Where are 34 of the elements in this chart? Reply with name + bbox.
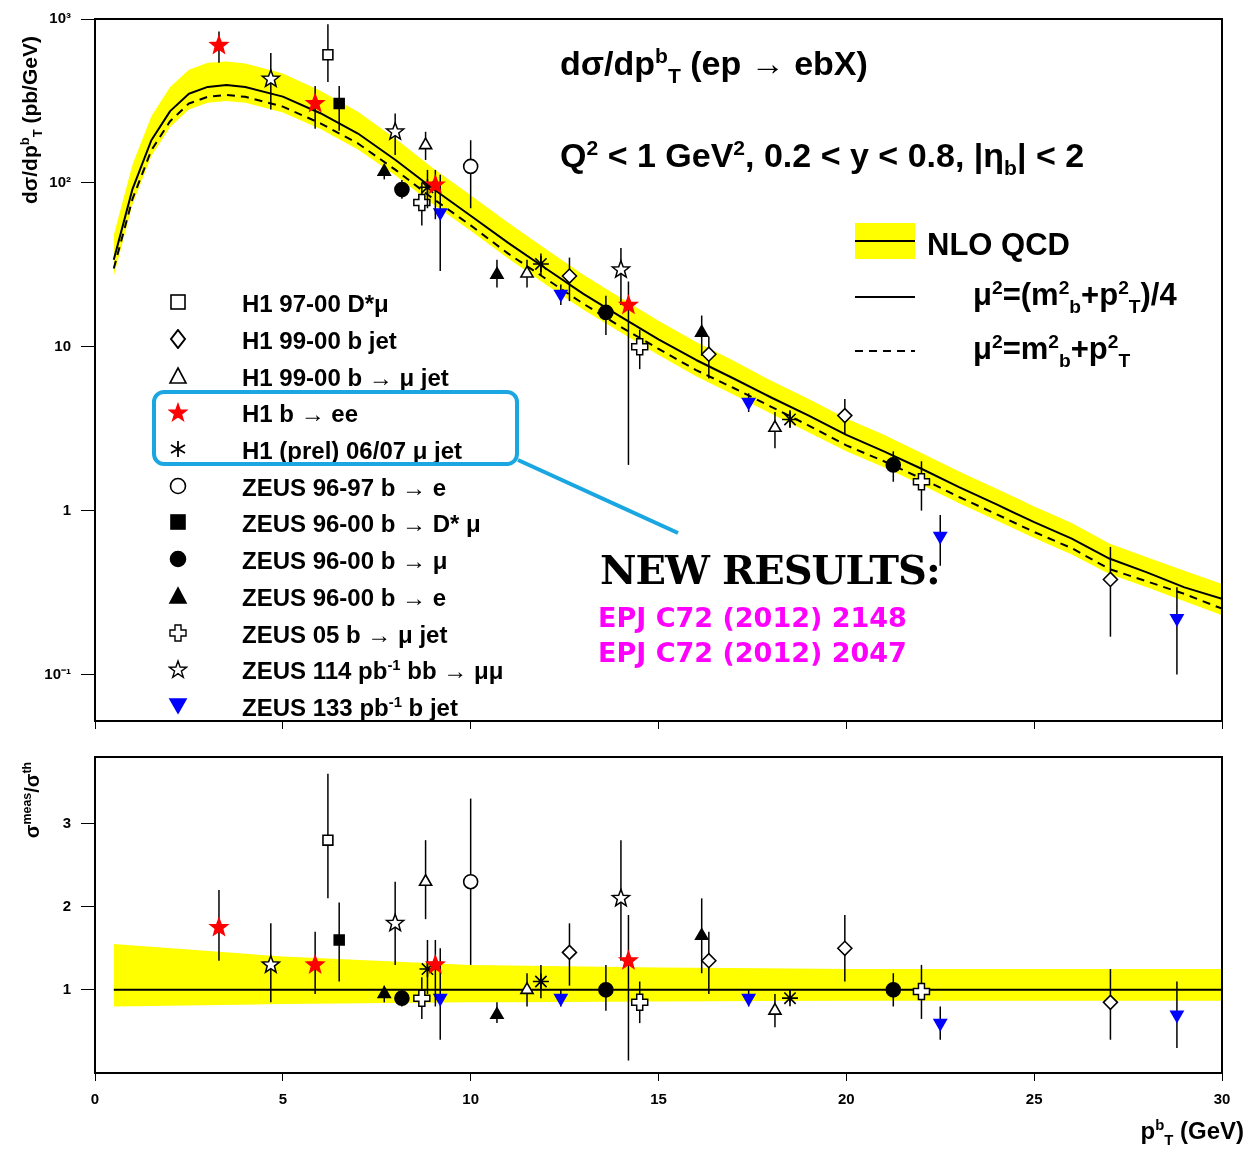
legend-label: ZEUS 96-97 b → e (242, 473, 447, 502)
legend-label: ZEUS 133 pb$^{-1}$ b jet (242, 693, 458, 722)
x-tick-label: 0 (90, 1090, 100, 1108)
y-tick-label: 10² (49, 173, 71, 191)
legend-label: H1 99-00 b → μ jet (242, 363, 449, 392)
x-tick-label: 30 (1213, 1090, 1231, 1108)
legend-label: H1 97-00 D*μ (242, 290, 389, 319)
y-tick-label: 10⁻¹ (44, 664, 71, 682)
y-tick-label: 10 (54, 336, 71, 354)
y-tick-label: 2 (62, 896, 71, 914)
x-tick-label: 15 (650, 1090, 667, 1108)
y-tick-label: 3 (62, 813, 71, 831)
x-tick-label: 25 (1025, 1090, 1043, 1108)
legend-title: NLO QCD (927, 227, 1070, 263)
x-axis-title: p$^{b}$$_{T}$ (GeV) (1140, 1117, 1244, 1149)
legend-label: ZEUS 114 pb$^{-1}$ bb → μμ (242, 657, 504, 686)
text: Q$^{2}$ < 1 GeV$^{2}$, 0.2 < y < 0.8, |η$_{b}$| < 2 (560, 136, 1085, 180)
x-tick-label: 10 (462, 1090, 480, 1108)
legend-label: H1 99-00 b jet (242, 327, 397, 356)
annotation: EPJ C72 (2012) 2148 (598, 602, 907, 633)
annotation: EPJ C72 (2012) 2047 (598, 637, 907, 668)
y-tick-label: 1 (62, 979, 71, 997)
text: μ$^{2}$=(m$^{2}$$_{b}$+p$^{2}$$_{T}$)/4 (973, 276, 1177, 317)
y-tick-label: 10³ (49, 9, 71, 27)
x-tick-label: 20 (837, 1090, 855, 1108)
legend-label: ZEUS 96-00 b → μ (242, 547, 448, 576)
text: dσ/dp$^{b}$$_{T}$ (ep → ebX) (560, 44, 868, 88)
legend-label: H1 b → ee (242, 400, 359, 429)
x-tick-label: 5 (278, 1090, 288, 1108)
annotation: NEW RESULTS: (600, 546, 940, 593)
y-tick-label: 1 (62, 500, 71, 518)
legend-label: ZEUS 96-00 b → D* μ (242, 510, 481, 539)
legend-label: ZEUS 05 b → μ jet (242, 620, 448, 649)
legend-label: ZEUS 96-00 b → e (242, 583, 447, 612)
